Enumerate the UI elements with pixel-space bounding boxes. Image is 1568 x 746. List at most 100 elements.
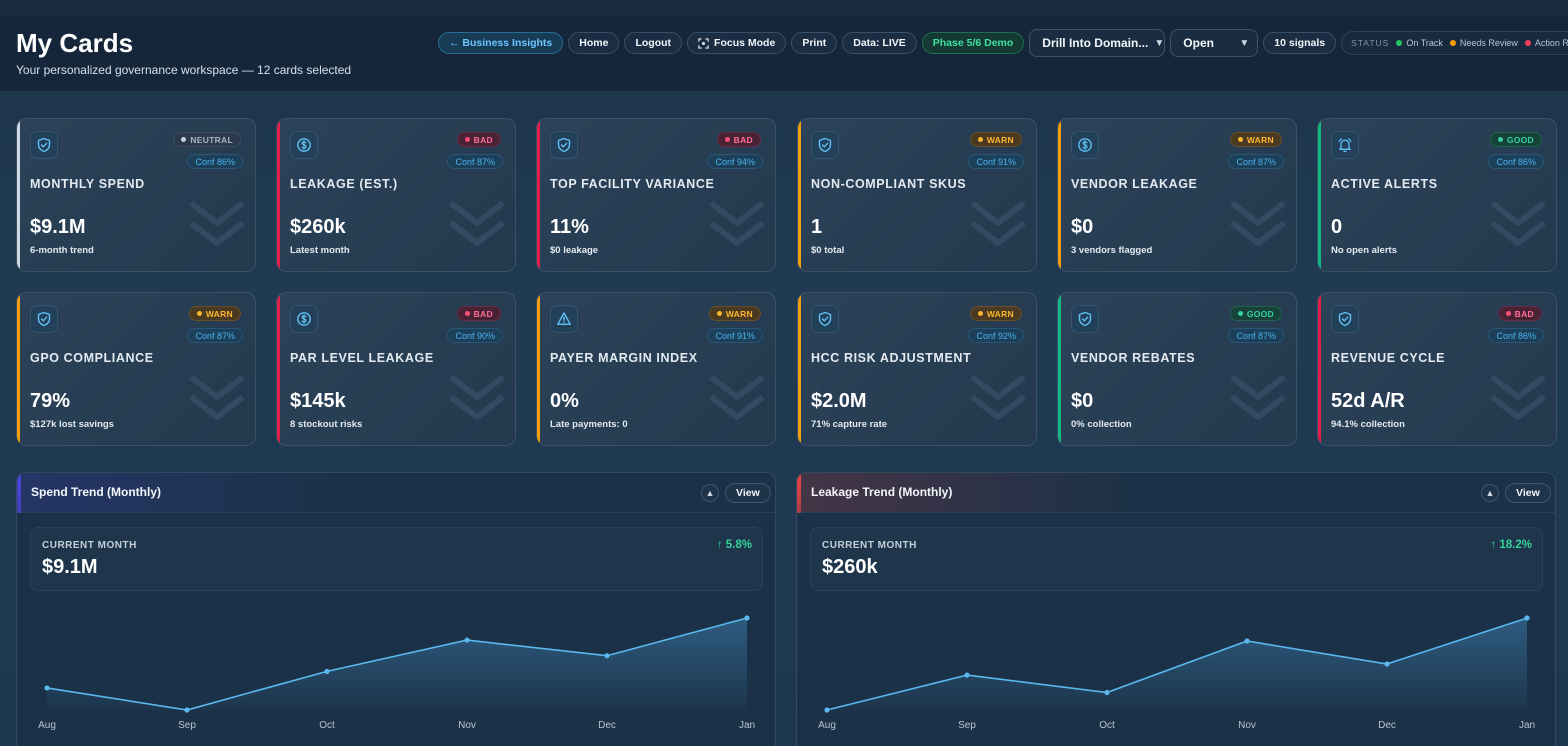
current-month-label: CURRENT MONTH — [42, 540, 137, 551]
status-badge-label: BAD — [733, 134, 753, 145]
dollar-icon — [297, 138, 311, 152]
card-title: NON-COMPLIANT SKUS — [811, 177, 967, 191]
collapse-chevron-up-icon[interactable]: ▲ — [1481, 484, 1499, 502]
status-dot-icon — [977, 311, 983, 316]
card-subtitle: 8 stockout risks — [290, 419, 363, 430]
bell-icon — [1338, 138, 1352, 153]
home-button[interactable]: Home — [568, 32, 620, 54]
view-button[interactable]: View — [1505, 483, 1551, 503]
drill-domain-select[interactable]: Drill Into Domain... ▼ — [1029, 29, 1166, 57]
chevrons-down-watermark-icon — [449, 374, 505, 420]
chart-point — [44, 685, 50, 691]
status-legend-item: Needs Review — [1449, 38, 1518, 48]
status-legend-item: On Track — [1396, 38, 1443, 48]
dollar-icon — [1078, 138, 1092, 152]
status-badge: WARN — [969, 132, 1022, 147]
dollar-icon — [297, 312, 311, 326]
kpi-card[interactable]: BAD Conf 94% TOP FACILITY VARIANCE 11% $0 le… — [536, 118, 776, 272]
card-subtitle: $127k lost savings — [30, 419, 114, 430]
kpi-card[interactable]: NEUTRAL Conf 86% MONTHLY SPEND $9.1M 6-month… — [16, 118, 256, 272]
current-month-value: $9.1M — [42, 556, 98, 578]
kpi-card[interactable]: WARN Conf 92% HCC RISK ADJUSTMENT $2.0M 71% … — [797, 292, 1037, 446]
chevrons-down-watermark-icon — [709, 374, 765, 420]
status-badge-label: WARN — [1246, 134, 1274, 145]
card-accent-bar — [1058, 119, 1061, 271]
card-accent-bar — [17, 293, 20, 445]
card-value: 0 — [1331, 216, 1343, 238]
status-badge-label: BAD — [1514, 308, 1534, 319]
card-value: 1 — [811, 216, 823, 238]
print-button[interactable]: Print — [791, 32, 838, 54]
current-month-box: CURRENT MONTH $9.1M ↑ 5.8% — [30, 527, 763, 591]
shield-check-icon — [1078, 311, 1092, 327]
needs-review-dot-icon — [1449, 40, 1456, 46]
card-subtitle: $0 total — [811, 245, 845, 256]
chart-point — [1524, 615, 1530, 621]
focus-icon — [698, 37, 709, 49]
chevrons-down-watermark-icon — [1230, 200, 1286, 246]
kpi-card[interactable]: WARN Conf 87% VENDOR LEAKAGE $0 3 vendors fl… — [1057, 118, 1297, 272]
confidence-badge: Conf 94% — [707, 154, 763, 169]
chart-point — [964, 672, 970, 678]
card-accent-bar — [537, 119, 540, 271]
chart-area-fill — [47, 618, 747, 710]
card-value: $145k — [290, 390, 346, 412]
business-insights-button[interactable]: ← Business Insights — [438, 32, 564, 54]
drill-domain-value: Drill Into Domain... — [1042, 36, 1149, 50]
chart-point — [324, 668, 330, 674]
status-dot-icon — [196, 311, 202, 316]
x-tick-label: Jan — [739, 720, 755, 731]
chevrons-down-watermark-icon — [970, 374, 1026, 420]
card-icon-box — [290, 305, 318, 333]
card-value: $260k — [290, 216, 346, 238]
collapse-chevron-up-icon[interactable]: ▲ — [701, 484, 719, 502]
status-badge: WARN — [708, 306, 761, 321]
kpi-card[interactable]: GOOD Conf 87% VENDOR REBATES $0 0% collectio… — [1057, 292, 1297, 446]
card-icon-box — [30, 131, 58, 159]
kpi-card[interactable]: BAD Conf 90% PAR LEVEL LEAKAGE $145k 8 stock… — [276, 292, 516, 446]
page-subtitle: Your personalized governance workspace —… — [16, 63, 352, 77]
shield-check-icon — [818, 311, 832, 327]
panel-title: Leakage Trend (Monthly) — [811, 485, 953, 499]
logout-button[interactable]: Logout — [624, 32, 683, 54]
focus-mode-button[interactable]: Focus Mode — [687, 32, 787, 54]
kpi-card[interactable]: WARN Conf 87% GPO COMPLIANCE 79% $127k lost … — [16, 292, 256, 446]
chart-point — [1244, 638, 1250, 644]
phase-demo-button[interactable]: Phase 5/6 Demo — [921, 32, 1025, 54]
confidence-badge: Conf 91% — [707, 328, 763, 343]
shield-check-icon — [1338, 311, 1352, 327]
kpi-card[interactable]: BAD Conf 87% LEAKAGE (EST.) $260k Latest mon… — [276, 118, 516, 272]
confidence-badge: Conf 87% — [1228, 328, 1284, 343]
card-subtitle: No open alerts — [1331, 245, 1397, 256]
view-button[interactable]: View — [725, 483, 771, 503]
chevron-down-icon: ▼ — [1239, 37, 1250, 49]
kpi-card[interactable]: GOOD Conf 86% ACTIVE ALERTS 0 No open alerts — [1317, 118, 1557, 272]
open-select[interactable]: Open ▼ — [1170, 29, 1259, 57]
shield-check-icon — [818, 137, 832, 153]
card-title: TOP FACILITY VARIANCE — [550, 177, 715, 191]
card-value: $0 — [1071, 390, 1094, 412]
card-title: PAYER MARGIN INDEX — [550, 351, 698, 365]
card-value: $9.1M — [30, 216, 86, 238]
confidence-badge: Conf 92% — [968, 328, 1024, 343]
x-tick-label: Aug — [818, 720, 836, 731]
chart-point — [824, 707, 830, 713]
on-track-dot-icon — [1396, 40, 1403, 46]
data-live-button[interactable]: Data: LIVE — [842, 32, 917, 54]
status-dot-icon — [464, 311, 470, 316]
card-title: REVENUE CYCLE — [1331, 351, 1446, 365]
kpi-card[interactable]: BAD Conf 86% REVENUE CYCLE 52d A/R 94.1% col… — [1317, 292, 1557, 446]
card-icon-box — [1071, 305, 1099, 333]
status-dot-icon — [1497, 137, 1503, 142]
card-accent-bar — [1058, 293, 1061, 445]
signals-button[interactable]: 10 signals — [1263, 32, 1337, 54]
x-tick-label: Nov — [1238, 720, 1256, 731]
kpi-card[interactable]: WARN Conf 91% NON-COMPLIANT SKUS 1 $0 total — [797, 118, 1037, 272]
trend-panel: Leakage Trend (Monthly) ▲ View CURRENT MONT… — [796, 472, 1556, 746]
x-tick-label: Sep — [178, 720, 196, 731]
chevrons-down-watermark-icon — [970, 200, 1026, 246]
status-dot-icon — [977, 137, 983, 142]
kpi-card[interactable]: WARN Conf 91% PAYER MARGIN INDEX 0% Late pay… — [536, 292, 776, 446]
card-subtitle: 94.1% collection — [1331, 419, 1405, 430]
status-dot-icon — [1505, 311, 1511, 316]
